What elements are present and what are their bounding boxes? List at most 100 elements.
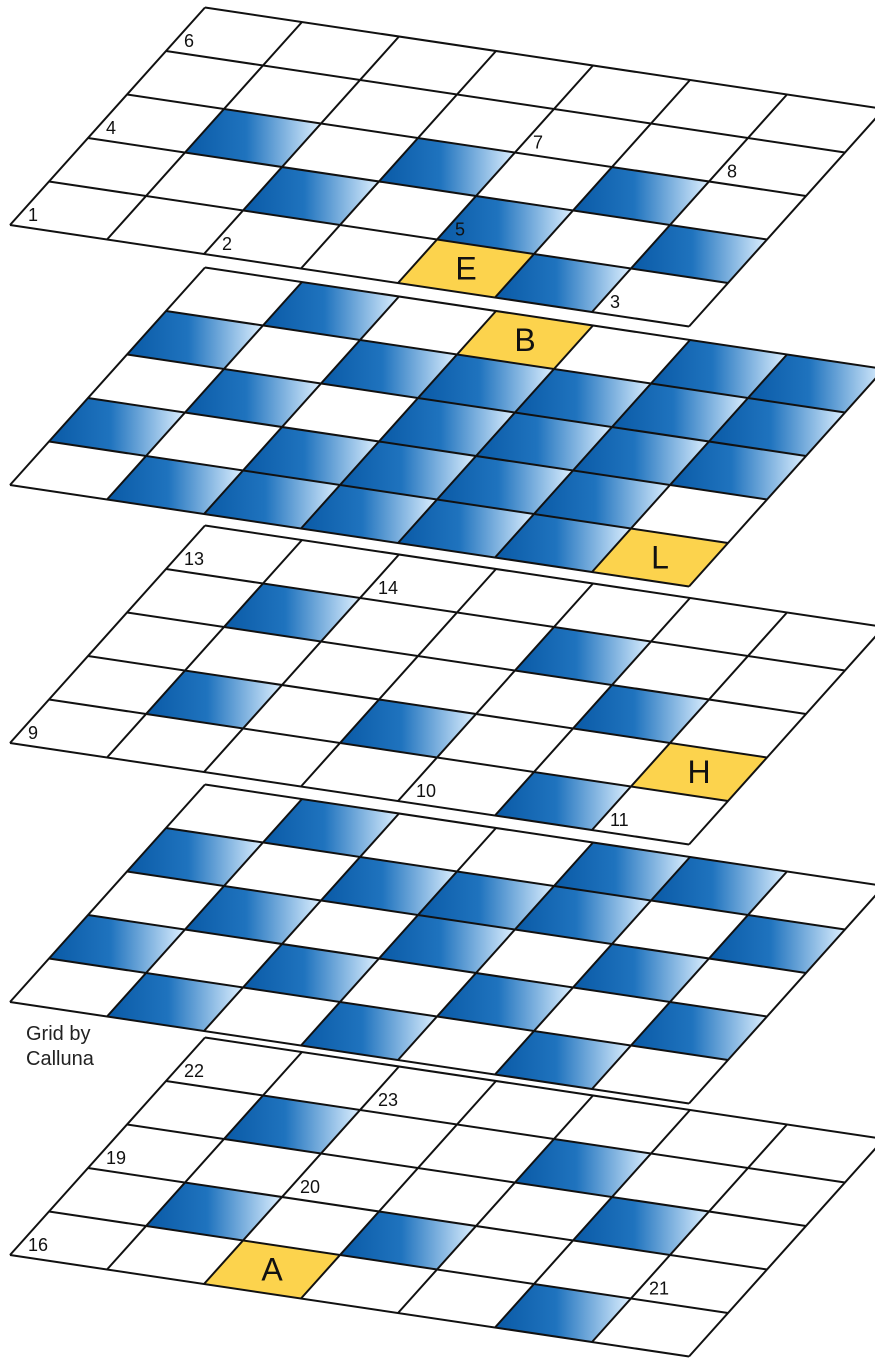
grid-cell[interactable] (10, 441, 146, 500)
grid-cell[interactable] (515, 109, 651, 167)
grid-cell[interactable] (457, 569, 593, 627)
grid-cell[interactable] (360, 1066, 496, 1125)
grid-cell[interactable] (88, 871, 224, 930)
grid-cell[interactable] (146, 929, 282, 988)
grid-cell[interactable] (88, 1124, 224, 1183)
highlighted-cell[interactable] (398, 239, 534, 298)
grid-cell[interactable] (534, 1240, 670, 1299)
grid-cell[interactable] (534, 728, 670, 787)
grid-cell[interactable] (301, 225, 437, 283)
grid-cell[interactable] (282, 123, 418, 182)
grid-cell[interactable] (107, 714, 243, 772)
grid-cell[interactable] (592, 268, 728, 327)
highlighted-cell[interactable] (631, 743, 767, 801)
grid-cell[interactable] (631, 485, 767, 543)
grid-cell[interactable] (282, 641, 418, 700)
grid-cell[interactable] (10, 958, 146, 1017)
grid-cell[interactable] (748, 94, 875, 153)
grid-cell[interactable] (204, 210, 340, 269)
grid-cell[interactable] (49, 1168, 185, 1226)
grid-cell[interactable] (554, 1095, 690, 1154)
grid-cell[interactable] (166, 525, 302, 584)
grid-cell[interactable] (651, 598, 787, 656)
grid-cell[interactable] (340, 958, 476, 1017)
grid-cell[interactable] (321, 80, 457, 138)
grid-cell[interactable] (224, 65, 360, 124)
grid-cell[interactable] (670, 1211, 806, 1270)
grid-cell[interactable] (670, 958, 806, 1017)
grid-cell[interactable] (127, 1081, 263, 1139)
grid-cell[interactable] (282, 900, 418, 959)
grid-cell[interactable] (263, 540, 399, 598)
grid-cell[interactable] (631, 1255, 767, 1313)
grid-cell[interactable] (554, 65, 690, 124)
grid-cell[interactable] (748, 871, 875, 930)
grid-cell[interactable] (398, 757, 534, 816)
grid-cell[interactable] (146, 152, 282, 211)
grid-cell[interactable] (612, 123, 748, 182)
grid-cell[interactable] (321, 598, 457, 656)
grid-cell[interactable] (360, 813, 496, 872)
grid-cell[interactable] (651, 1110, 787, 1168)
grid-cell[interactable] (534, 987, 670, 1046)
grid-cell[interactable] (282, 1153, 418, 1212)
grid-cell[interactable] (476, 152, 612, 211)
grid-cell[interactable] (398, 1269, 534, 1328)
grid-cell[interactable] (10, 1211, 146, 1270)
grid-cell[interactable] (243, 1197, 379, 1255)
grid-cell[interactable] (418, 612, 554, 671)
grid-cell[interactable] (457, 1081, 593, 1139)
grid-cell[interactable] (612, 641, 748, 700)
grid-cell[interactable] (592, 786, 728, 845)
grid-cell[interactable] (554, 583, 690, 642)
grid-cell[interactable] (166, 784, 302, 843)
grid-cell[interactable] (243, 685, 379, 743)
grid-cell[interactable] (166, 1037, 302, 1096)
grid-cell[interactable] (146, 412, 282, 471)
grid-cell[interactable] (709, 138, 845, 196)
grid-cell[interactable] (204, 728, 340, 787)
highlighted-cell[interactable] (592, 528, 728, 587)
grid-cell[interactable] (10, 181, 146, 240)
grid-cell[interactable] (127, 51, 263, 109)
grid-cell[interactable] (670, 181, 806, 240)
grid-cell[interactable] (476, 929, 612, 988)
grid-cell[interactable] (321, 1110, 457, 1168)
grid-cell[interactable] (224, 842, 360, 901)
grid-cell[interactable] (360, 296, 496, 355)
grid-cell[interactable] (534, 210, 670, 269)
grid-cell[interactable] (592, 1298, 728, 1357)
grid-cell[interactable] (107, 1226, 243, 1284)
grid-cell[interactable] (204, 987, 340, 1046)
grid-cell[interactable] (263, 22, 399, 80)
grid-cell[interactable] (651, 80, 787, 138)
grid-cell[interactable] (457, 828, 593, 886)
grid-cell[interactable] (748, 612, 875, 671)
grid-cell[interactable] (88, 354, 224, 413)
grid-cell[interactable] (166, 7, 302, 66)
highlighted-cell[interactable] (457, 311, 593, 369)
grid-cell[interactable] (748, 1124, 875, 1183)
grid-cell[interactable] (224, 325, 360, 384)
highlighted-cell[interactable] (204, 1240, 340, 1299)
grid-cell[interactable] (709, 1168, 845, 1226)
grid-cell[interactable] (670, 699, 806, 758)
grid-cell[interactable] (88, 94, 224, 153)
grid-cell[interactable] (476, 670, 612, 729)
grid-cell[interactable] (360, 554, 496, 613)
grid-cell[interactable] (476, 1182, 612, 1241)
grid-cell[interactable] (418, 94, 554, 153)
grid-cell[interactable] (127, 569, 263, 627)
grid-cell[interactable] (185, 1139, 321, 1197)
grid-cell[interactable] (88, 612, 224, 671)
grid-cell[interactable] (49, 656, 185, 714)
grid-cell[interactable] (437, 714, 573, 772)
grid-cell[interactable] (107, 196, 243, 254)
grid-cell[interactable] (282, 383, 418, 442)
grid-cell[interactable] (340, 181, 476, 240)
grid-cell[interactable] (398, 1016, 534, 1075)
grid-cell[interactable] (301, 743, 437, 801)
grid-cell[interactable] (360, 36, 496, 95)
grid-cell[interactable] (185, 627, 321, 685)
grid-cell[interactable] (709, 656, 845, 714)
